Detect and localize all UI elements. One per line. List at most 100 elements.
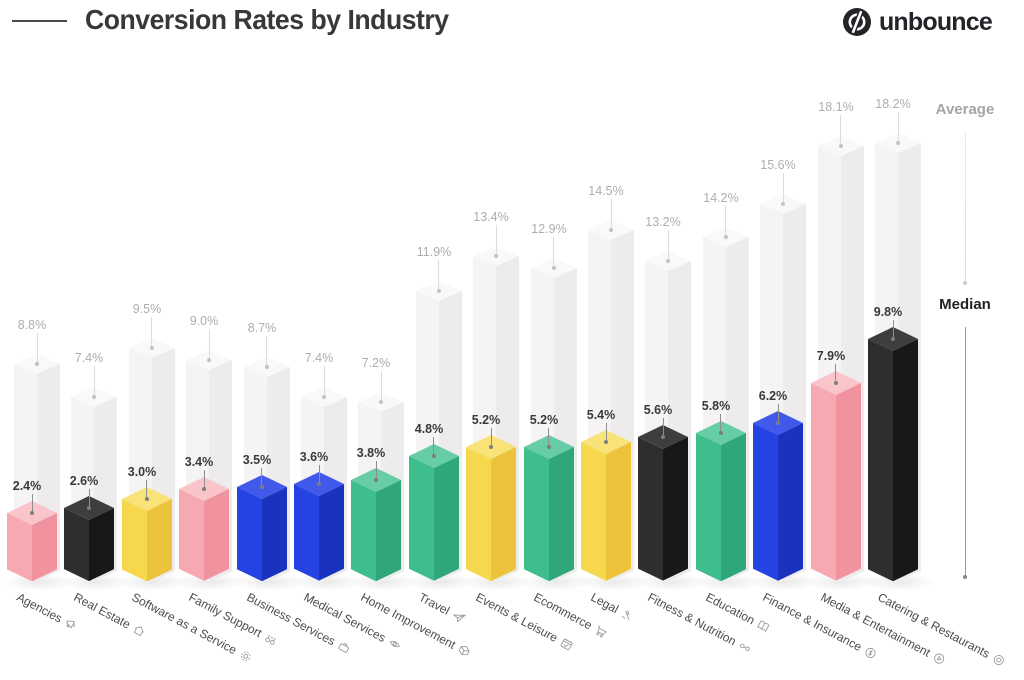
average-ecommerce-dot <box>551 265 556 270</box>
average-legal-pin <box>610 199 612 230</box>
median-family-support-value: 3.4% <box>184 454 214 470</box>
median-fitness-nutrition-pin <box>662 418 664 437</box>
industry-label-legal: Legal <box>588 590 636 624</box>
average-software-as-a-service-dot <box>149 345 154 350</box>
bar-median-media-entertainment <box>810 371 861 581</box>
bar-median-home-improvement <box>351 467 402 581</box>
bar-shadow <box>690 573 765 591</box>
bar-median-business-services <box>236 474 287 581</box>
median-catering-restaurants-pin <box>892 319 894 338</box>
median-software-as-a-service-dot <box>144 496 149 501</box>
average-family-support-pin <box>208 328 210 359</box>
average-travel-pin <box>438 260 440 291</box>
average-finance-insurance-value: 15.6% <box>760 157 796 173</box>
industry-label-fitness-nutrition: Fitness & Nutrition <box>646 590 754 656</box>
industry-label-text: Home Improvement <box>358 590 459 652</box>
average-real-estate-value: 7.4% <box>75 350 104 366</box>
average-business-services-value: 8.7% <box>247 319 276 335</box>
industry-label-text: Legal <box>588 590 621 617</box>
brand-name: unbounce <box>878 7 993 36</box>
median-catering-restaurants-dot <box>891 336 895 341</box>
bar-median-fitness-nutrition <box>638 425 689 581</box>
bar-shadow <box>346 573 421 591</box>
bar-shadow <box>403 573 478 591</box>
bar-shadow <box>863 573 937 591</box>
median-real-estate-value: 2.6% <box>70 472 99 488</box>
median-agencies-dot <box>30 510 34 515</box>
median-agencies-value: 2.4% <box>12 477 42 493</box>
median-events-leisure-value: 5.2% <box>471 411 501 427</box>
industry-label-agencies: Agencies <box>14 590 79 634</box>
bar-median-software-as-a-service <box>121 486 172 581</box>
average-medical-services-pin <box>323 366 325 397</box>
gavel-icon <box>621 608 634 621</box>
bar-median-real-estate <box>64 495 115 581</box>
average-catering-restaurants-dot <box>896 141 900 146</box>
median-finance-insurance-value: 6.2% <box>758 388 788 404</box>
average-business-services-dot <box>264 364 269 369</box>
bar-median-events-leisure <box>466 434 517 581</box>
median-software-as-a-service-value: 3.0% <box>127 463 157 479</box>
average-medical-services-dot <box>322 395 326 400</box>
dumbbell-icon <box>739 643 751 652</box>
median-finance-insurance-dot <box>776 421 781 426</box>
plate-icon <box>991 653 1006 667</box>
median-business-services-pin <box>261 467 263 486</box>
page-title: Conversion Rates by Industry <box>85 4 449 35</box>
average-family-support-value: 9.0% <box>189 312 219 328</box>
median-education-pin <box>720 413 722 432</box>
average-finance-insurance-dot <box>781 202 786 207</box>
average-legal-dot <box>609 228 613 233</box>
bar-shadow <box>518 573 593 591</box>
median-fitness-nutrition-value: 5.6% <box>644 402 673 418</box>
average-education-value: 14.2% <box>703 190 739 206</box>
median-media-entertainment-dot <box>833 381 838 386</box>
package-icon <box>458 644 472 658</box>
average-media-entertainment-value: 18.1% <box>817 98 854 114</box>
bar-shadow <box>289 573 363 591</box>
megaphone-icon <box>64 618 77 630</box>
median-business-services-value: 3.5% <box>242 451 271 467</box>
bar-median-medical-services <box>294 472 344 581</box>
legend-median-dot <box>963 575 967 579</box>
median-media-entertainment-value: 7.9% <box>816 348 845 364</box>
average-agencies-pin <box>36 333 38 364</box>
average-fitness-nutrition-pin <box>667 229 669 260</box>
average-education-pin <box>725 206 727 237</box>
median-home-improvement-pin <box>375 460 377 479</box>
median-finance-insurance-pin <box>777 404 779 423</box>
average-home-improvement-value: 7.2% <box>362 354 391 370</box>
dollar-circle-icon <box>864 646 878 660</box>
average-software-as-a-service-value: 9.5% <box>132 300 162 316</box>
average-events-leisure-pin <box>495 225 497 256</box>
briefcase-icon <box>337 641 350 654</box>
legend-average-line <box>965 131 966 281</box>
average-software-as-a-service-pin <box>151 316 153 347</box>
legend-median-line <box>965 327 966 576</box>
plane-icon <box>451 610 466 624</box>
binoculars-icon <box>264 633 277 646</box>
average-education-dot <box>723 235 728 240</box>
median-real-estate-pin <box>88 488 90 507</box>
average-home-improvement-pin <box>380 370 382 401</box>
average-events-leisure-value: 13.4% <box>473 209 509 225</box>
median-ecommerce-value: 5.2% <box>529 411 558 427</box>
industry-label-events-leisure: Events & Leisure <box>474 590 576 653</box>
median-fitness-nutrition-dot <box>661 435 666 440</box>
average-agencies-dot <box>35 362 39 367</box>
bar-median-finance-insurance <box>753 411 804 581</box>
industry-label-text: Real Estate <box>71 590 134 632</box>
legend-average-dot <box>963 281 967 285</box>
median-ecommerce-dot <box>546 444 551 449</box>
median-family-support-pin <box>203 470 205 489</box>
bar-median-education <box>695 420 746 581</box>
median-travel-pin <box>433 437 435 456</box>
median-events-leisure-dot <box>489 444 494 449</box>
median-software-as-a-service-pin <box>146 479 148 498</box>
bar-shadow <box>231 573 306 591</box>
median-legal-dot <box>604 440 608 445</box>
median-agencies-pin <box>31 493 33 512</box>
median-medical-services-pin <box>318 465 320 484</box>
bar-median-travel <box>408 444 459 581</box>
